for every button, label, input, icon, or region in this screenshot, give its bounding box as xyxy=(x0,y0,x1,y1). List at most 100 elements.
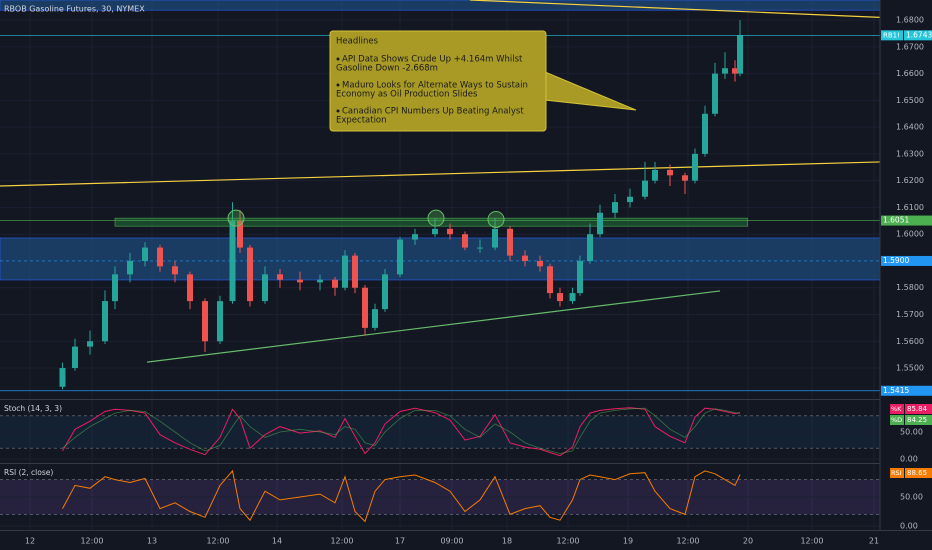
tag-name-bg xyxy=(890,415,904,425)
candle-body xyxy=(247,247,253,302)
candle-body xyxy=(492,228,498,248)
price-tick-label: 1.6400 xyxy=(896,123,924,132)
candle-body xyxy=(587,234,593,261)
indicator-panes xyxy=(0,407,880,527)
tag-name-bg xyxy=(881,30,903,41)
marker-circle xyxy=(227,209,245,227)
time-tick-label: 14 xyxy=(272,537,282,546)
candle-body xyxy=(597,212,603,235)
candle-body xyxy=(667,169,673,176)
candle-body xyxy=(59,368,66,387)
marker-circle xyxy=(487,210,505,228)
headlines-note: Headlines API Data Shows Crude Up +4.164m… xyxy=(329,30,637,132)
candle-body xyxy=(229,220,236,302)
price-tag: 1.5415 xyxy=(883,386,909,395)
time-tick-label: 13 xyxy=(147,537,157,546)
candle-body xyxy=(372,309,378,328)
candle-body xyxy=(412,234,418,240)
candle-body xyxy=(277,274,283,280)
time-tick-label: 19 xyxy=(623,537,633,546)
time-tick-label: 17 xyxy=(395,537,405,546)
value-tag-bg xyxy=(905,404,932,414)
note-line: Maduro Looks for Alternate Ways to Susta… xyxy=(342,81,528,91)
tag-name: %K xyxy=(891,405,902,413)
price-tag-bg xyxy=(881,255,932,266)
candle-body xyxy=(462,234,468,248)
bullet xyxy=(336,109,340,113)
candle-body xyxy=(737,35,743,74)
candle-body xyxy=(692,153,698,181)
time-tick-label: 12:00 xyxy=(676,537,699,546)
candle-body xyxy=(217,301,223,342)
candle-body xyxy=(712,73,718,114)
candle-body xyxy=(477,247,483,249)
candle-body xyxy=(202,301,208,342)
time-tick-label: 12:00 xyxy=(80,537,103,546)
time-tick-label: 09:00 xyxy=(440,537,463,546)
time-tick-label: 12:00 xyxy=(800,537,823,546)
price-tag: 1.5900 xyxy=(883,256,909,265)
indicator-tick-label: 0.00 xyxy=(900,454,918,463)
candle-body xyxy=(187,274,193,302)
price-tag-bg xyxy=(904,30,932,41)
price-tick-label: 1.6000 xyxy=(896,230,924,239)
candle-body xyxy=(557,293,563,302)
value-tag-bg xyxy=(905,468,932,478)
tag-name: %D xyxy=(891,416,902,424)
candle-body xyxy=(569,293,576,302)
note-line: Gasoline Down -2.668m xyxy=(336,64,438,74)
zone xyxy=(114,217,748,227)
marker-circle xyxy=(427,209,445,227)
candle-body xyxy=(72,346,78,369)
price-tag-bg xyxy=(881,385,932,396)
candle-body xyxy=(297,279,303,283)
value-tag-bg xyxy=(905,415,932,425)
candle-body xyxy=(702,113,708,154)
note-line: API Data Shows Crude Up +4.164m Whilst xyxy=(342,55,523,65)
candle-body xyxy=(112,274,118,302)
trendline xyxy=(146,290,721,363)
time-tick-label: 21 xyxy=(869,537,879,546)
note-box xyxy=(329,30,547,132)
candle-body xyxy=(612,202,618,213)
note-line: Economy as Oil Production Slides xyxy=(336,90,478,100)
note-line: Expectation xyxy=(336,116,387,126)
symbol-title: RBOB Gasoline Futures, 30, NYMEX xyxy=(4,5,145,14)
price-tick-label: 1.5600 xyxy=(896,337,924,346)
price-tag-bg xyxy=(881,215,932,226)
indicator-line xyxy=(62,407,741,455)
candle-body xyxy=(172,266,178,275)
candle-body xyxy=(317,279,323,283)
bullet xyxy=(336,83,340,87)
candle-body xyxy=(262,274,268,302)
candle-body xyxy=(342,255,348,288)
tag-name: RSI xyxy=(891,469,902,477)
time-tick-label: 20 xyxy=(743,537,753,546)
tag-name: RB1! xyxy=(883,31,900,39)
candle-body xyxy=(332,279,338,288)
candle-body xyxy=(722,68,728,74)
price-tick-label: 1.6500 xyxy=(896,96,924,105)
candle-body xyxy=(382,274,388,310)
time-tick-label: 12:00 xyxy=(206,537,229,546)
candle-body xyxy=(102,301,108,342)
candle-body xyxy=(537,260,543,267)
price-tick-label: 1.5700 xyxy=(896,310,924,319)
candle-body xyxy=(547,266,553,294)
candle-body xyxy=(642,180,648,197)
value-tag: 88.65 xyxy=(907,469,927,477)
indicator-tick-label: 50.00 xyxy=(900,493,923,502)
candle-body xyxy=(397,239,403,275)
note-title: Headlines xyxy=(336,37,379,47)
tag-name-bg xyxy=(890,404,904,414)
candle-body xyxy=(522,255,528,261)
trendline xyxy=(0,161,881,187)
candle-body xyxy=(432,228,438,235)
candle-body xyxy=(352,255,358,288)
price-tag: 1.6743 xyxy=(906,30,932,39)
candle-body xyxy=(362,287,368,328)
time-tick-label: 12:00 xyxy=(330,537,353,546)
candle-body xyxy=(732,68,738,74)
indicator-title: RSI (2, close) xyxy=(4,468,53,477)
